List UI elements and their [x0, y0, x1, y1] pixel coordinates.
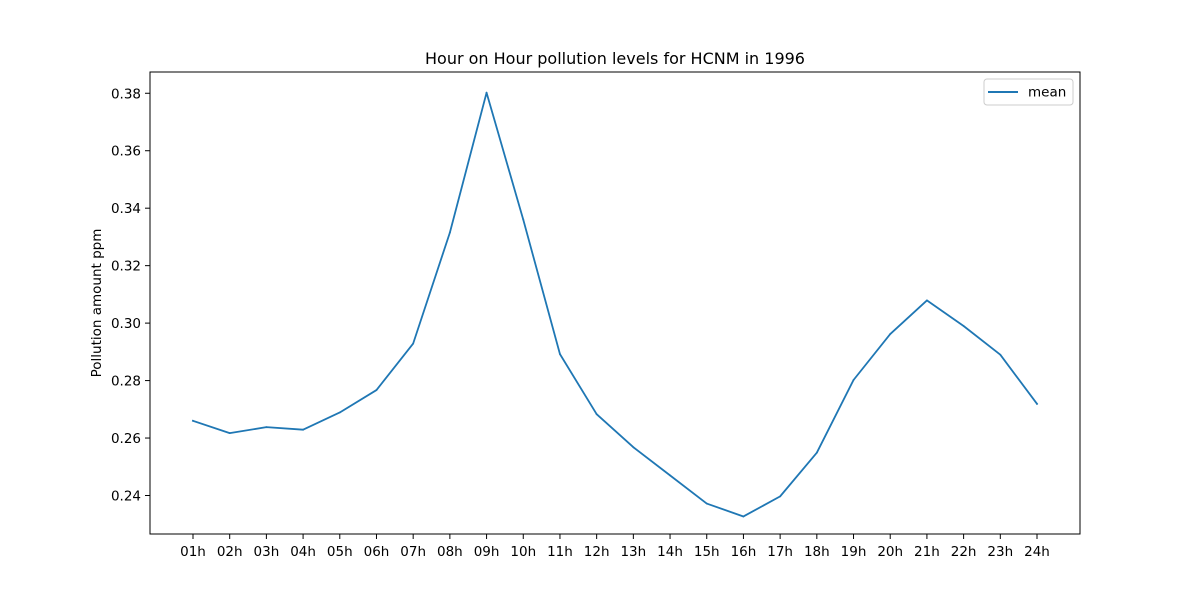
x-tick-label: 16h	[731, 544, 757, 560]
y-axis: 0.24 0.26 0.28 0.30 0.32 0.34 0.36 0.38	[111, 86, 150, 505]
y-tick-label: 0.32	[111, 259, 141, 275]
x-tick-label: 14h	[657, 544, 683, 560]
legend: mean	[983, 78, 1074, 106]
data-point	[669, 474, 671, 477]
x-tick-label: 13h	[620, 544, 646, 560]
y-tick-label: 0.34	[111, 201, 141, 217]
data-point	[559, 353, 561, 356]
x-tick-label: 09h	[474, 544, 500, 560]
x-tick-label: 04h	[290, 544, 316, 560]
data-point	[522, 218, 525, 221]
x-tick-label: 05h	[327, 544, 353, 560]
x-tick-label: 11h	[547, 544, 573, 560]
data-point	[228, 432, 231, 435]
data-point	[1036, 402, 1038, 405]
y-tick-label: 0.28	[111, 374, 141, 390]
x-tick-label: 24h	[1024, 544, 1050, 560]
y-tick-label: 0.38	[111, 86, 141, 102]
x-tick-label: 08h	[437, 544, 463, 560]
x-tick-label: 22h	[951, 544, 977, 560]
data-point	[999, 353, 1002, 356]
y-tick-label: 0.36	[111, 144, 141, 160]
data-point	[192, 419, 194, 422]
data-point	[448, 231, 451, 234]
data-point	[815, 451, 818, 454]
chart-title: Hour on Hour pollution levels for HCNM i…	[425, 49, 805, 68]
x-tick-label: 01h	[180, 544, 206, 560]
data-point	[889, 333, 892, 335]
series-line-mean	[191, 91, 1039, 518]
x-tick-label: 20h	[877, 544, 903, 560]
data-point	[338, 411, 341, 414]
data-point	[852, 379, 855, 381]
x-tick-label: 21h	[914, 544, 940, 560]
x-tick-label: 19h	[841, 544, 867, 560]
x-axis: 01h 02h 03h 04h 05h 06h 07h 08h 09h 10h 11h 12h 13h 1…	[180, 534, 1050, 560]
data-point	[926, 299, 928, 302]
y-axis-label: Pollution amount ppm	[89, 229, 105, 378]
plot-frame	[149, 71, 1081, 535]
y-tick-label: 0.24	[111, 489, 141, 505]
data-point	[632, 446, 635, 449]
data-point	[302, 428, 304, 431]
x-tick-label: 10h	[510, 544, 536, 560]
x-tick-label: 06h	[364, 544, 390, 560]
data-point	[412, 342, 415, 345]
data-point	[962, 325, 965, 327]
data-point	[595, 413, 598, 416]
x-tick-label: 17h	[767, 544, 793, 560]
y-tick-label: 0.30	[111, 316, 141, 332]
x-tick-label: 15h	[694, 544, 720, 560]
legend-box	[983, 78, 1074, 106]
data-point	[779, 495, 782, 498]
x-tick-label: 02h	[217, 544, 243, 560]
x-tick-label: 07h	[400, 544, 426, 560]
data-point	[485, 91, 488, 94]
data-point	[742, 515, 745, 518]
series-layer	[191, 91, 1039, 518]
data-point	[705, 502, 708, 505]
data-point	[265, 426, 268, 429]
y-tick-label: 0.26	[111, 431, 141, 447]
x-tick-label: 03h	[254, 544, 280, 560]
x-tick-label: 18h	[804, 544, 830, 560]
legend-label-mean: mean	[1028, 85, 1066, 101]
data-point	[375, 389, 378, 391]
x-tick-label: 12h	[584, 544, 610, 560]
x-tick-label: 23h	[987, 544, 1013, 560]
